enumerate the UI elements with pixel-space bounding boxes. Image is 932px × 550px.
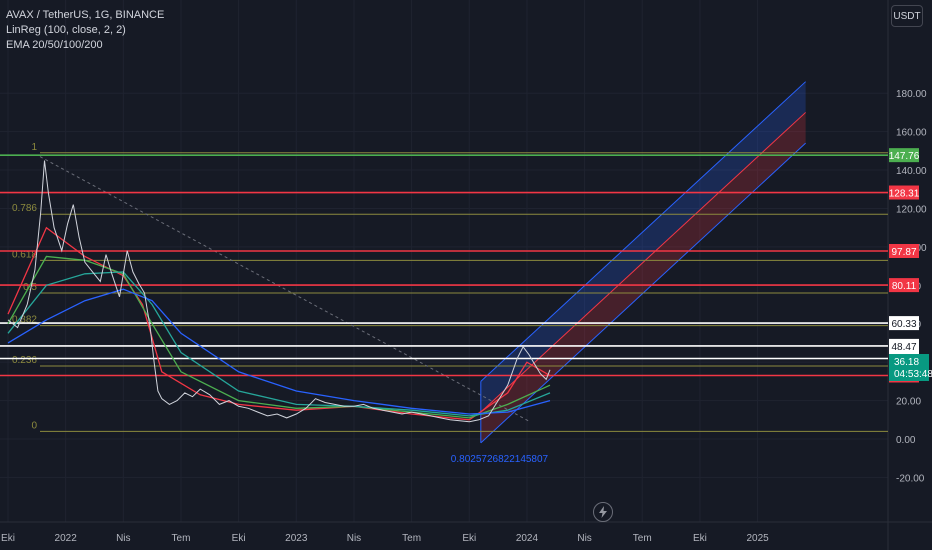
ema-line <box>7 226 551 421</box>
price-tick-label: 120.00 <box>896 204 927 215</box>
ema-line <box>7 255 551 419</box>
fib-level-label: 0 <box>31 420 37 431</box>
regression-mid-line <box>480 112 806 413</box>
time-tick-label: Eki <box>462 533 476 544</box>
price-level-badge <box>889 316 919 331</box>
price-line <box>7 160 551 423</box>
price-tick-label: 0.00 <box>896 435 916 446</box>
regression-lower-band <box>480 112 806 443</box>
last-price-badge <box>889 354 929 381</box>
price-level-badge-label: 128.31 <box>889 189 920 200</box>
symbol-title[interactable]: AVAX / TetherUS, 1G, BINANCE <box>6 9 165 21</box>
price-tick-label: 180.00 <box>896 89 927 100</box>
price-level-badge <box>889 185 919 200</box>
price-tick-label: 20.00 <box>896 397 921 408</box>
time-tick-label: Tem <box>402 533 421 544</box>
time-tick-label: 2024 <box>516 533 539 544</box>
fib-level-label: 0.382 <box>12 315 37 326</box>
pearson-label: 0.8025726822145807 <box>451 454 549 465</box>
chart-legend: AVAX / TetherUS, 1G, BINANCE LinReg (100… <box>6 8 164 53</box>
fib-level-label: 1 <box>31 142 37 153</box>
price-tick-label: -20.00 <box>896 473 925 484</box>
price-level-badge <box>889 278 919 293</box>
price-level-badge-label: 48.47 <box>891 342 916 353</box>
price-level-badge-label: 60.33 <box>891 319 916 330</box>
time-tick-label: Nis <box>577 533 591 544</box>
time-tick-label: Tem <box>172 533 191 544</box>
time-tick-label: Tem <box>633 533 652 544</box>
price-tick-label: 160.00 <box>896 128 927 139</box>
price-level-badge-label: 80.11 <box>892 281 917 292</box>
last-price-label: 36.18 <box>894 357 919 368</box>
regression-upper-band <box>480 81 806 413</box>
ema-line <box>7 288 551 415</box>
fib-trend-line <box>39 156 531 423</box>
price-level-badge <box>889 148 919 163</box>
ema-indicator-label[interactable]: EMA 20/50/100/200 <box>6 39 103 51</box>
time-tick-label: Nis <box>347 533 361 544</box>
regression-upper-line <box>480 81 806 382</box>
price-tick-label: 140.00 <box>896 166 927 177</box>
currency-button[interactable]: USDT <box>891 5 923 27</box>
time-tick-label: Nis <box>116 533 130 544</box>
linreg-indicator-label[interactable]: LinReg (100, close, 2, 2) <box>6 24 126 36</box>
time-tick-label: 2022 <box>55 533 78 544</box>
time-tick-label: Eki <box>1 533 15 544</box>
time-tick-label: Eki <box>232 533 246 544</box>
countdown-label: 04:53:48 <box>894 369 932 380</box>
price-level-badge <box>889 243 919 258</box>
price-level-badge <box>889 338 919 353</box>
price-level-badge-label: 147.76 <box>889 151 920 162</box>
fib-level-label: 0.236 <box>12 355 37 366</box>
ema-line <box>7 271 551 417</box>
fib-level-label: 0.786 <box>12 203 37 214</box>
time-tick-label: 2023 <box>285 533 308 544</box>
flash-icon[interactable] <box>593 502 613 522</box>
price-level-badge-label: 97.87 <box>891 247 916 258</box>
time-tick-label: Eki <box>693 533 707 544</box>
time-tick-label: 2025 <box>746 533 769 544</box>
fib-level-label: 0.618 <box>12 249 37 260</box>
fib-level-label: 0.5 <box>23 282 37 293</box>
